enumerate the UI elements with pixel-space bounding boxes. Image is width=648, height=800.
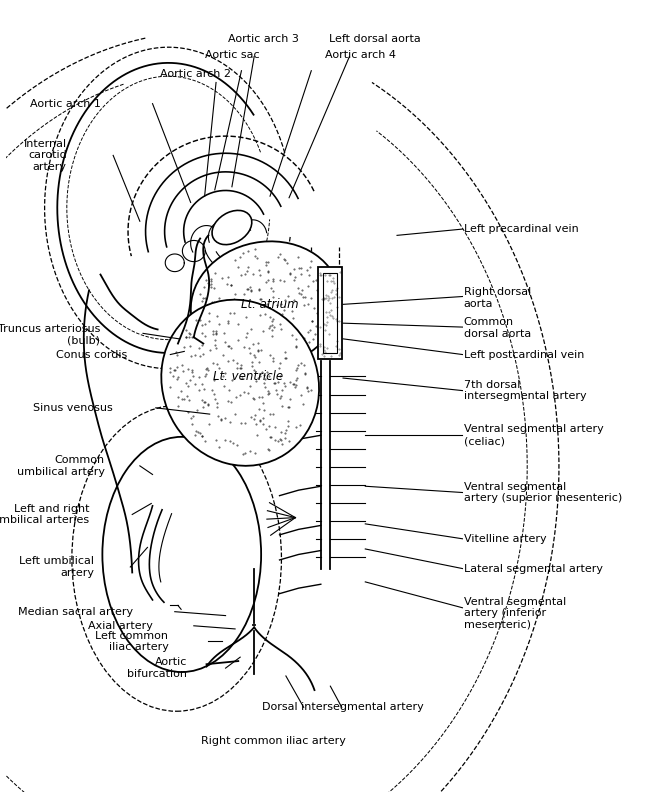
Ellipse shape — [72, 406, 281, 711]
Text: Left common
iliac artery: Left common iliac artery — [95, 630, 168, 652]
Text: Dorsal intersegmental artery: Dorsal intersegmental artery — [262, 702, 424, 712]
Text: Aortic arch 4: Aortic arch 4 — [325, 50, 397, 60]
Text: Ventral segmental
artery (inferior
mesenteric): Ventral segmental artery (inferior mesen… — [464, 597, 566, 630]
Ellipse shape — [212, 210, 252, 245]
Text: Aortic arch 2: Aortic arch 2 — [160, 69, 231, 79]
Text: Lateral segmental artery: Lateral segmental artery — [464, 563, 603, 574]
Text: Left dorsal aorta: Left dorsal aorta — [329, 34, 421, 44]
Text: Internal
carotid
artery: Internal carotid artery — [24, 138, 67, 172]
Bar — [318, 266, 341, 359]
Text: Common
dorsal aorta: Common dorsal aorta — [464, 317, 531, 338]
Text: Conus cordis: Conus cordis — [56, 350, 127, 359]
Text: Right dorsal
aorta: Right dorsal aorta — [464, 287, 531, 309]
Text: Truncus arteriosus
(bulb): Truncus arteriosus (bulb) — [0, 324, 100, 346]
Text: Lt. atrium: Lt. atrium — [241, 298, 299, 311]
Text: Right common iliac artery: Right common iliac artery — [201, 736, 345, 746]
Text: Left postcardinal vein: Left postcardinal vein — [464, 350, 584, 359]
Text: Aortic sac: Aortic sac — [205, 50, 259, 60]
Text: Aortic arch 3: Aortic arch 3 — [228, 34, 299, 44]
Text: Axial artery: Axial artery — [87, 621, 152, 630]
Text: Common
umbilical artery: Common umbilical artery — [17, 455, 105, 477]
Text: Left umbilical
artery: Left umbilical artery — [19, 556, 94, 578]
Text: 7th dorsal
intersegmental artery: 7th dorsal intersegmental artery — [464, 380, 586, 402]
Text: Aortic arch 1: Aortic arch 1 — [30, 99, 100, 110]
Ellipse shape — [161, 300, 319, 466]
Text: Left precardinal vein: Left precardinal vein — [464, 224, 579, 234]
Text: Median sacral artery: Median sacral artery — [18, 606, 133, 617]
Text: Left and right
umbilical arteries: Left and right umbilical arteries — [0, 504, 89, 526]
Ellipse shape — [191, 242, 340, 367]
Text: Vitelline artery: Vitelline artery — [464, 534, 546, 544]
Text: Lt. ventricle: Lt. ventricle — [213, 370, 283, 383]
Text: Sinus venosus: Sinus venosus — [34, 403, 113, 413]
Bar — [323, 273, 337, 353]
Text: Ventral segmental artery
(celiac): Ventral segmental artery (celiac) — [464, 425, 603, 446]
Text: Ventral segmental
artery (superior mesenteric): Ventral segmental artery (superior mesen… — [464, 482, 622, 503]
Text: Aortic
bifurcation: Aortic bifurcation — [128, 658, 187, 679]
